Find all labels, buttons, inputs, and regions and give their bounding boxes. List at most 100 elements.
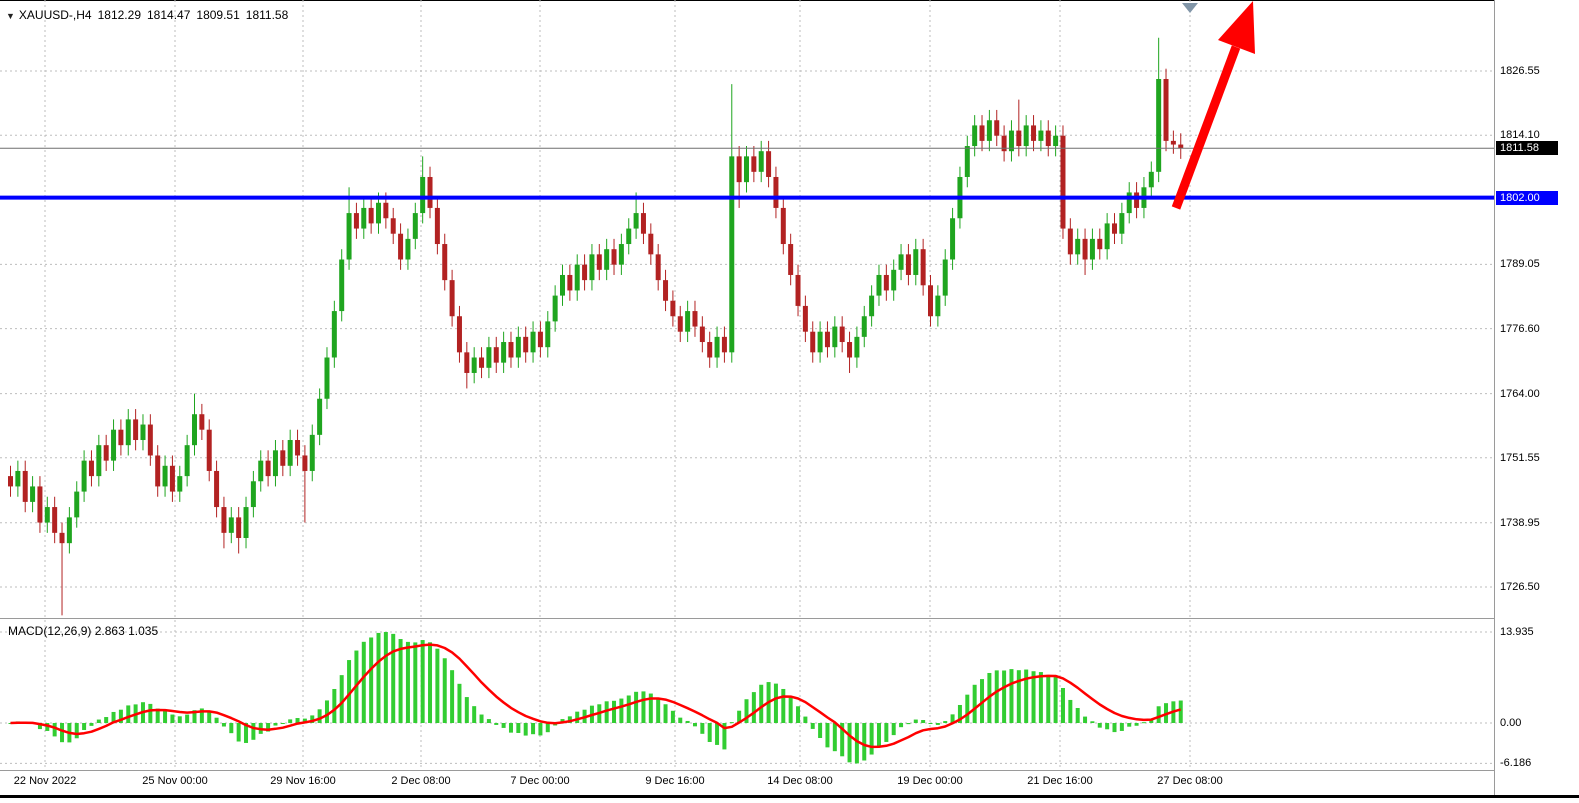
candle-body: [721, 336, 727, 353]
candle-body: [972, 125, 978, 147]
candle-body: [611, 249, 617, 265]
candle-body: [44, 507, 50, 523]
candle-body: [479, 357, 485, 368]
candle-body: [1178, 144, 1184, 149]
time-axis[interactable]: 22 Nov 2022 25 Nov 00:00 29 Nov 16:00 2 Dec…: [0, 772, 1494, 795]
ohlc-toggle-icon[interactable]: ▼: [6, 11, 15, 21]
macd-bar: [413, 642, 418, 723]
candle-body: [118, 429, 124, 446]
candle-body: [802, 305, 808, 332]
candle-body: [162, 465, 168, 487]
macd-bar: [670, 710, 675, 723]
close-value: 1811.58: [245, 8, 289, 22]
macd-bar: [170, 714, 175, 723]
candle-body: [177, 476, 183, 492]
macd-bar: [221, 723, 226, 727]
candle-body: [184, 445, 190, 477]
candle-body: [486, 347, 492, 368]
chart-header: ▼ XAUUSD-,H4 1812.29 1814.47 1809.51 1811.58: [6, 8, 288, 22]
macd-bar: [96, 719, 101, 723]
macd-bar: [369, 637, 374, 723]
candle-body: [169, 465, 175, 492]
candle-body: [508, 342, 514, 358]
trend-arrow-head[interactable]: [1218, 1, 1255, 54]
time-axis-label: 21 Dec 16:00: [1027, 775, 1093, 787]
candle-body: [464, 352, 470, 373]
bid-price-badge: 1811.58: [1496, 141, 1558, 156]
macd-signal-value: 1.035: [128, 624, 159, 638]
candle-body: [1104, 223, 1110, 250]
macd-bar: [729, 722, 734, 724]
macd-bar: [104, 717, 109, 723]
candle-body: [456, 316, 462, 353]
macd-bar: [1068, 699, 1073, 723]
symbol-period-label: XAUUSD-,H4: [18, 8, 92, 22]
candle-body: [37, 486, 43, 523]
macd-bar: [884, 723, 889, 742]
macd-bar: [663, 704, 668, 723]
candle-body: [501, 342, 507, 363]
candle-body: [1119, 213, 1125, 234]
candle-body: [832, 326, 838, 348]
candle-body: [928, 285, 933, 317]
macd-bar: [913, 719, 918, 723]
candle-body: [618, 244, 624, 265]
macd-bar: [236, 723, 241, 742]
candle-body: [854, 336, 860, 358]
macd-bar: [8, 723, 13, 724]
candle-body: [685, 311, 691, 332]
price-axis-label: 1738.95: [1500, 516, 1540, 529]
candle-body: [986, 120, 992, 141]
macd-bar: [214, 717, 219, 723]
macd-bar: [494, 723, 499, 725]
candle-body: [729, 156, 735, 353]
candle-body: [214, 470, 220, 508]
candle-body: [420, 176, 426, 214]
candle-body: [206, 429, 212, 471]
macd-bar: [1127, 723, 1132, 727]
macd-bar: [199, 708, 204, 723]
macd-bar: [89, 723, 94, 726]
candle-body: [891, 269, 897, 291]
price-axis-label: 1764.00: [1500, 387, 1540, 400]
candle-body: [942, 259, 948, 296]
macd-bar: [560, 719, 565, 723]
candle-body: [714, 336, 720, 358]
macd-bar: [818, 723, 823, 738]
time-axis-label: 25 Nov 00:00: [142, 775, 208, 787]
macd-bar: [1090, 721, 1095, 723]
candle-body: [633, 213, 639, 229]
price-chart-canvas[interactable]: [0, 0, 1494, 618]
macd-bar: [906, 723, 911, 725]
price-axis-label: 1776.60: [1500, 322, 1540, 335]
candle-body: [582, 264, 588, 281]
candle-body: [66, 517, 72, 544]
pane-separator[interactable]: [0, 770, 1579, 771]
trend-arrow-shaft[interactable]: [1171, 45, 1241, 210]
candle-body: [604, 249, 610, 270]
chart-shift-icon[interactable]: [1182, 3, 1198, 13]
candle-body: [59, 532, 65, 544]
macd-bar: [398, 639, 403, 723]
macd-bar: [692, 723, 697, 727]
hline-price-badge: 1802.00: [1496, 190, 1558, 205]
macd-bar: [612, 700, 617, 723]
candle-body: [537, 331, 543, 348]
macd-bar: [715, 723, 720, 745]
candle-body: [147, 424, 153, 456]
macd-bar: [244, 723, 249, 743]
price-axis[interactable]: 1826.55 1814.10 1789.05 1776.60 1764.00 1751.…: [1494, 0, 1579, 795]
window-bottom-border: [0, 795, 1579, 798]
macd-bar: [266, 723, 271, 732]
candle-body: [589, 254, 595, 281]
candle-body: [935, 295, 941, 317]
macd-bar: [634, 691, 639, 723]
candle-body: [515, 336, 521, 358]
candle-body: [964, 146, 970, 177]
macd-bar: [332, 688, 337, 723]
pane-separator[interactable]: [0, 618, 1579, 619]
candle-body: [898, 254, 904, 270]
macd-panel-canvas[interactable]: [0, 620, 1494, 770]
candle-body: [96, 445, 102, 477]
macd-bar: [508, 723, 513, 733]
